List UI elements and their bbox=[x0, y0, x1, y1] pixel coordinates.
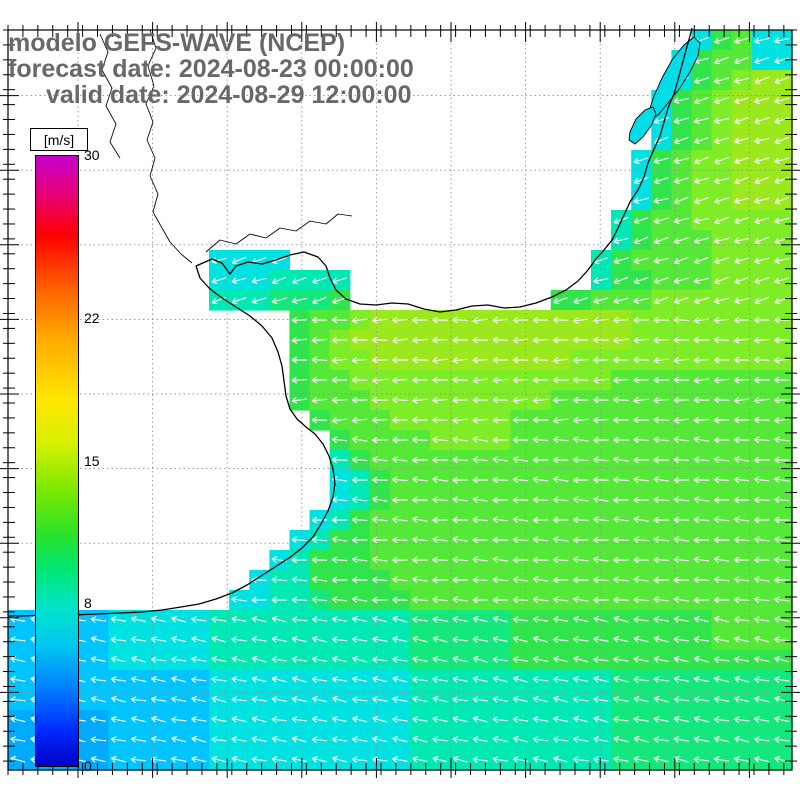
colorbar-gradient bbox=[35, 155, 79, 767]
map-frame bbox=[7, 29, 793, 771]
coastline-path bbox=[8, 265, 336, 617]
map-header: modelo GEFS-WAVE (NCEP) forecast date: 2… bbox=[8, 30, 414, 108]
forecast-date-text: forecast date: 2024-08-23 00:00:00 bbox=[8, 55, 414, 83]
coastline-path bbox=[195, 27, 693, 313]
colorbar: [m/s] 30 22 15 8 0 bbox=[30, 128, 140, 788]
frame-ticks-layer bbox=[0, 22, 800, 778]
river-path bbox=[145, 29, 193, 264]
model-title-text: modelo GEFS-WAVE (NCEP) bbox=[8, 29, 346, 57]
river-path bbox=[205, 213, 353, 253]
colorbar-tick-label: 0 bbox=[84, 758, 92, 774]
colorbar-tick-label: 22 bbox=[84, 309, 100, 326]
lagoon-outline bbox=[647, 36, 701, 121]
colorbar-tick-label: 30 bbox=[84, 147, 100, 163]
lagoon-outline bbox=[628, 106, 657, 145]
coastline-layer bbox=[8, 27, 701, 617]
valid-date-text: valid date: 2024-08-29 12:00:00 bbox=[46, 81, 412, 109]
colorbar-tick-label: 8 bbox=[84, 595, 92, 612]
colorbar-tick-label: 15 bbox=[84, 452, 100, 469]
wind-arrows-layer bbox=[10, 36, 790, 764]
river-path bbox=[99, 33, 121, 159]
colorbar-unit-label: [m/s] bbox=[30, 128, 88, 151]
